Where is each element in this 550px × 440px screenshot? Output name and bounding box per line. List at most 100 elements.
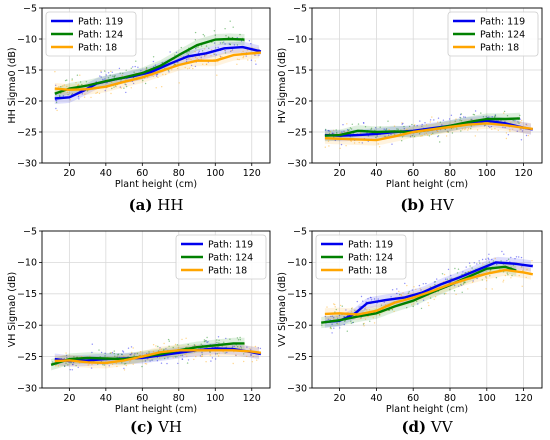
scatter-point: [363, 322, 365, 325]
scatter-point: [356, 300, 358, 303]
y-tick-label: −30: [287, 383, 307, 394]
scatter-point: [404, 282, 406, 285]
scatter-point: [459, 113, 462, 116]
series-line-124: [54, 37, 245, 95]
scatter-point: [451, 128, 453, 130]
x-tick-label: 40: [370, 393, 382, 404]
scatter-point: [403, 128, 405, 130]
plot-frame: [311, 230, 543, 389]
scatter-point: [522, 269, 524, 272]
scatter-point: [460, 282, 462, 284]
scatter-point: [396, 292, 398, 295]
scatter-point: [174, 63, 176, 65]
scatter-point: [173, 63, 176, 66]
scatter-point: [232, 26, 234, 28]
scatter-point: [111, 363, 114, 366]
scatter-point: [83, 96, 86, 98]
scatter-point: [509, 130, 511, 132]
x-tick-label: 40: [100, 393, 112, 404]
scatter-point: [206, 341, 208, 344]
scatter-point: [362, 323, 365, 325]
scatter-point: [483, 125, 486, 127]
scatter-point: [243, 360, 245, 363]
scatter-point: [327, 140, 330, 142]
scatter-point: [408, 125, 411, 128]
scatter-point: [324, 129, 327, 131]
scatter-point: [420, 307, 423, 310]
panel-caption: (d) VV: [401, 418, 453, 436]
y-tick-label: −20: [287, 96, 307, 107]
x-tick-label: 60: [407, 393, 419, 404]
scatter-point: [439, 141, 441, 143]
scatter-point: [479, 262, 481, 264]
scatter-point: [109, 352, 112, 354]
scatter-point: [152, 56, 155, 58]
y-tick-label: −20: [17, 96, 37, 107]
scatter-point: [119, 86, 122, 88]
scatter-point: [484, 124, 486, 126]
scatter-point: [217, 46, 219, 49]
scatter-point: [168, 345, 170, 347]
scatter-point: [350, 128, 353, 130]
scatter-point: [139, 354, 142, 356]
scatter-point: [187, 68, 189, 70]
scatter-point: [343, 131, 345, 133]
scatter-point: [219, 55, 221, 57]
scatter-point: [131, 353, 133, 355]
scatter-point: [63, 365, 66, 367]
scatter-point: [196, 57, 198, 60]
scatter-point: [123, 363, 126, 365]
scatter-point: [437, 117, 440, 119]
scatter-point: [165, 348, 167, 350]
scatter-point: [341, 305, 343, 307]
scatter-point: [329, 326, 332, 328]
scatter-point: [468, 270, 470, 273]
scatter-point: [225, 337, 227, 340]
scatter-point: [385, 128, 388, 130]
scatter-point: [402, 292, 404, 294]
scatter-point: [239, 336, 241, 339]
scatter-point: [239, 339, 241, 341]
scatter-point: [485, 277, 488, 279]
scatter-point: [201, 353, 203, 355]
scatter-point: [229, 43, 231, 45]
scatter-point: [107, 72, 110, 74]
scatter-point: [437, 121, 439, 123]
x-tick-label: 20: [334, 168, 346, 179]
scatter-point: [216, 339, 218, 341]
scatter-point: [521, 266, 523, 268]
scatter-point: [393, 133, 395, 135]
scatter-point: [473, 262, 475, 264]
scatter-point: [406, 307, 408, 309]
scatter-point: [217, 355, 220, 357]
scatter-point: [446, 131, 448, 133]
scatter-point: [210, 55, 212, 57]
scatter-point: [390, 296, 392, 298]
legend: Path: 119 Path: 124 Path: 18: [315, 234, 407, 280]
scatter-point: [340, 132, 342, 134]
scatter-point: [328, 145, 330, 147]
scatter-point: [221, 42, 223, 44]
scatter-point: [237, 339, 240, 341]
x-tick-label: 100: [206, 393, 224, 404]
series-line-18: [54, 51, 261, 91]
scatter-point: [193, 344, 196, 346]
scatter-point: [481, 279, 483, 281]
scatter-point: [175, 51, 178, 54]
legend-label: Path: 119: [78, 17, 123, 28]
scatter-point: [527, 134, 529, 137]
scatter-point: [123, 355, 125, 357]
scatter-point: [325, 128, 327, 131]
y-tick-label: −30: [17, 383, 37, 394]
scatter-point: [425, 132, 428, 134]
scatter-point: [383, 301, 385, 303]
scatter-point: [201, 50, 204, 52]
scatter-point: [369, 296, 372, 299]
scatter-point: [336, 322, 338, 325]
scatter-point: [519, 114, 521, 117]
scatter-point: [218, 352, 220, 354]
scatter-point: [66, 91, 69, 94]
scatter-point: [199, 355, 202, 357]
scatter-point: [196, 46, 198, 49]
